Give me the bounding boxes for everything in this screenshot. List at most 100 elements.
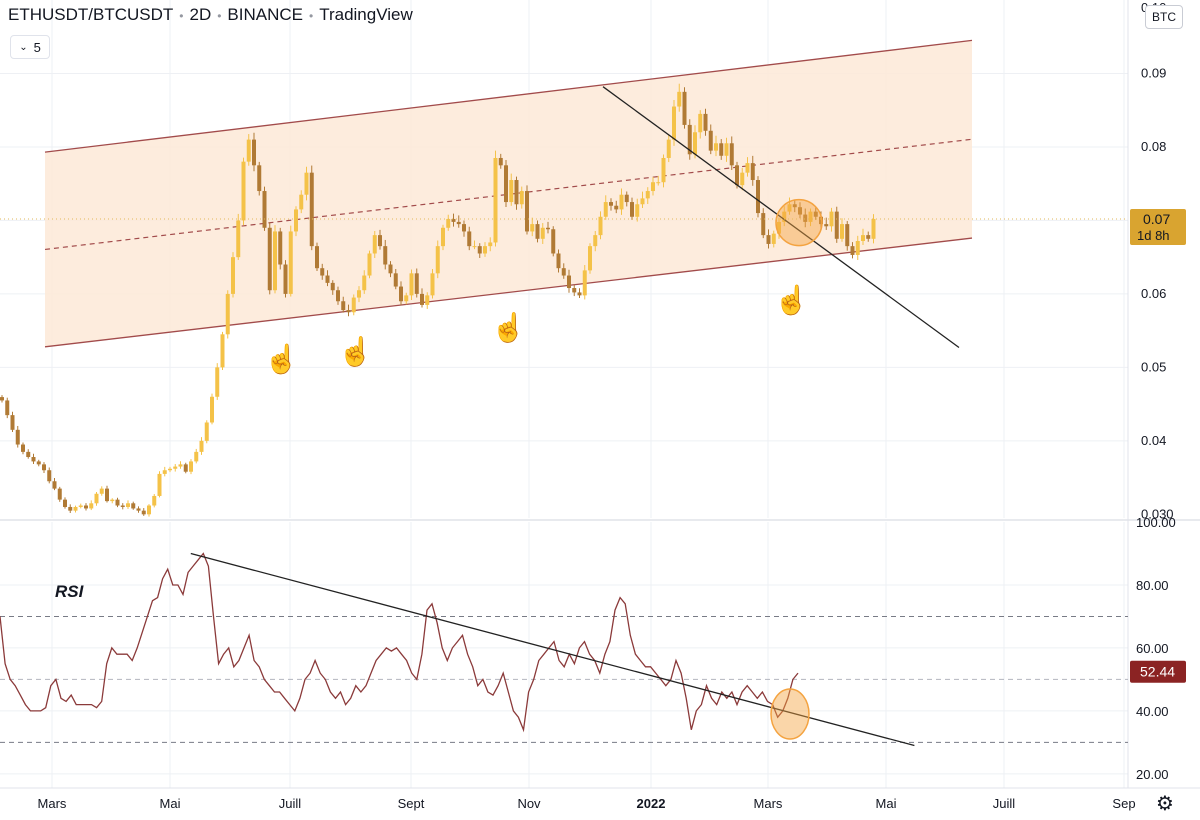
gear-icon[interactable]: ⚙ <box>1156 792 1174 815</box>
candle-body <box>477 246 482 254</box>
candle-body <box>451 218 456 222</box>
candle-body <box>546 227 550 230</box>
candle-body <box>84 505 88 509</box>
candle-body <box>199 440 204 452</box>
candle-body <box>357 290 361 298</box>
candle-body <box>57 488 62 500</box>
chevron-down-icon: ⌄ <box>19 41 28 53</box>
candle-body <box>225 293 230 335</box>
candle-body <box>519 191 524 205</box>
candle-body <box>509 180 514 203</box>
candle-body <box>572 288 577 293</box>
symbol-label[interactable]: ETHUSDT/BTCUSDT <box>8 5 174 24</box>
time-tick-label: Mars <box>38 796 67 811</box>
candle-body <box>813 211 818 217</box>
candle-body <box>294 209 298 232</box>
candle-body <box>582 270 587 296</box>
indicators-toggle[interactable]: ⌄ 5 <box>10 35 50 59</box>
channel-lower-line <box>44 237 973 348</box>
candle-body <box>630 202 634 217</box>
platform-label: TradingView <box>319 5 413 24</box>
candle-body <box>215 367 220 397</box>
candle-body <box>824 224 829 227</box>
candle-body <box>26 451 31 458</box>
candle-body <box>162 470 167 474</box>
candle-body <box>645 191 650 199</box>
candle-body <box>210 396 214 423</box>
candle-body <box>850 246 855 255</box>
exchange-label: BINANCE <box>227 5 303 24</box>
candle-body <box>798 207 802 215</box>
candle-body <box>588 246 592 271</box>
candle-body <box>493 157 498 243</box>
candle-body <box>346 310 351 313</box>
candle-body <box>278 231 283 265</box>
candle-body <box>745 163 750 173</box>
candle-body <box>577 292 582 296</box>
candle-body <box>131 503 136 509</box>
candle-body <box>378 235 382 247</box>
candle-body <box>399 286 403 302</box>
pointing-hand-icon: ☝ <box>264 341 299 375</box>
candle-body <box>189 461 193 472</box>
candle-body <box>120 505 125 507</box>
candle-body <box>409 273 414 296</box>
candle-body <box>504 165 508 203</box>
time-tick-label: Mai <box>160 796 181 811</box>
candle-body <box>304 172 309 195</box>
rsi-tick-label: 20.00 <box>1136 767 1169 782</box>
candle-body <box>462 224 466 232</box>
candle-body <box>467 231 472 247</box>
candle-body <box>672 106 676 140</box>
candle-body <box>598 216 603 236</box>
candle-body <box>871 218 876 239</box>
candle-body <box>173 466 178 469</box>
candle-body <box>325 275 330 283</box>
candle-body <box>435 246 440 274</box>
candle-body <box>771 233 776 244</box>
candle-body <box>782 211 787 222</box>
price-tick-label: 0.08 <box>1141 139 1166 154</box>
candle-body <box>42 464 46 471</box>
candle-body <box>315 246 319 269</box>
time-tick-label: Juill <box>993 796 1016 811</box>
currency-badge[interactable]: BTC <box>1145 5 1183 29</box>
candle-body <box>540 227 545 239</box>
candle-body <box>498 157 503 166</box>
time-tick-label: Nov <box>517 796 541 811</box>
candle-body <box>367 253 372 276</box>
candle-body <box>740 172 745 186</box>
candle-body <box>735 165 739 186</box>
price-badge-countdown: 1d 8h <box>1137 228 1170 243</box>
candle-body <box>535 224 540 239</box>
candle-body <box>855 240 860 255</box>
currency-label: BTC <box>1152 10 1176 24</box>
price-badge-value: 0.07 <box>1143 211 1170 227</box>
candle-body <box>183 464 188 472</box>
candle-body <box>73 506 78 511</box>
pointing-hand-icon: ☝ <box>338 334 373 368</box>
candle-body <box>525 191 529 232</box>
candle-body <box>362 275 367 291</box>
candle-body <box>687 124 692 155</box>
candle-body <box>446 218 451 228</box>
candle-body <box>792 204 797 208</box>
candle-body <box>330 282 335 291</box>
candle-body <box>99 488 104 494</box>
interval-label[interactable]: 2D <box>189 5 212 24</box>
candle-body <box>5 400 10 416</box>
candle-body <box>288 231 293 294</box>
candle-body <box>126 503 130 507</box>
price-tick-label: 0.05 <box>1141 359 1166 374</box>
price-trendline <box>602 86 960 349</box>
channel-mid-line <box>44 138 973 251</box>
candle-body <box>656 182 661 184</box>
candle-body <box>483 246 487 254</box>
candle-body <box>661 157 666 183</box>
candle-body <box>78 505 83 507</box>
candle-body <box>89 503 94 509</box>
header-separator: • <box>309 9 314 23</box>
candle-body <box>178 464 183 467</box>
candle-body <box>372 235 377 254</box>
